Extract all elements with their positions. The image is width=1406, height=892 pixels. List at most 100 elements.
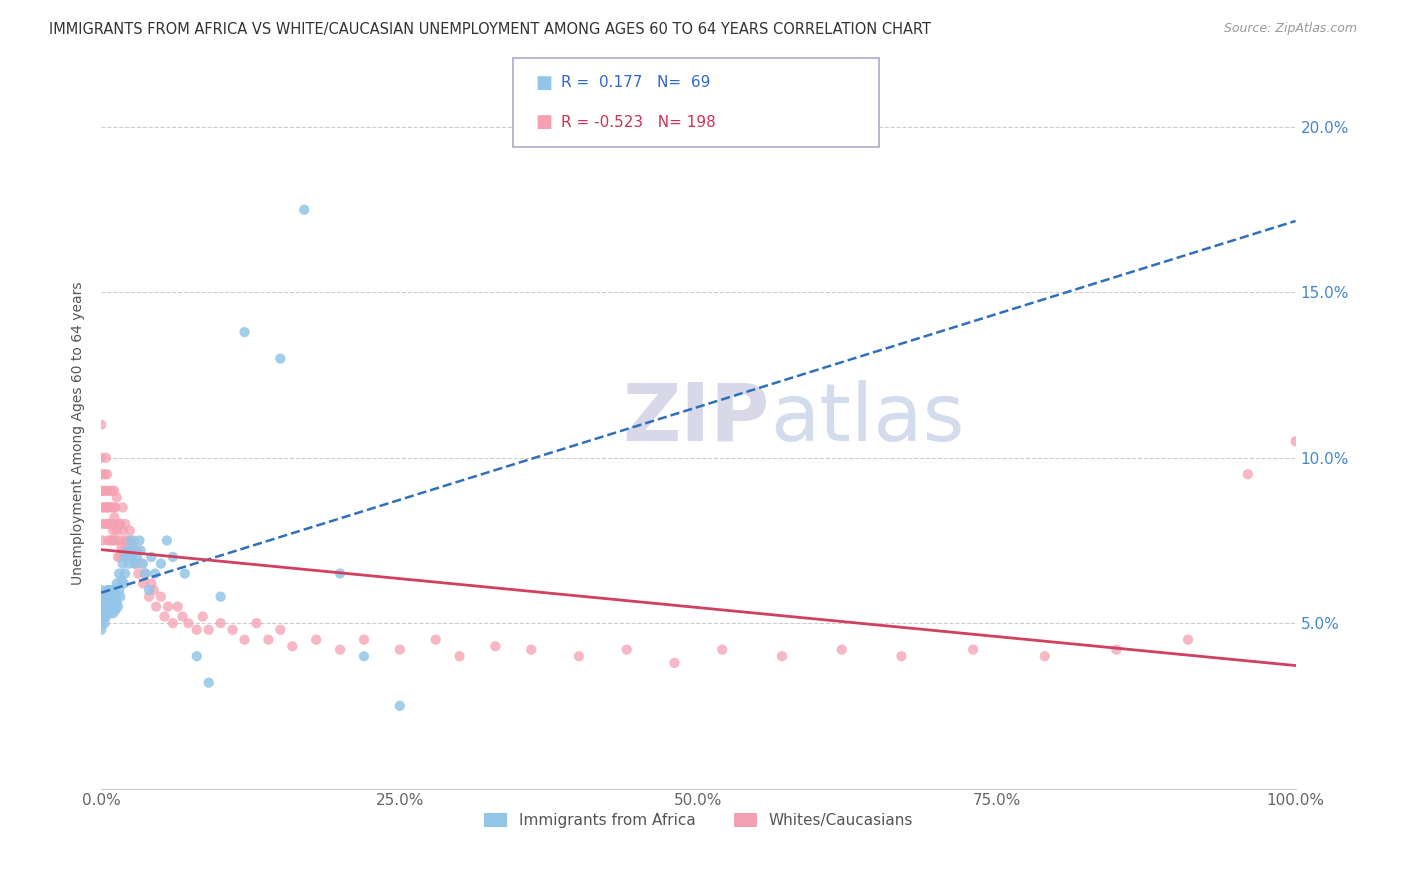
Point [91,596,114,610]
Point [129,543,152,558]
Point [141,576,163,591]
Point [449,649,471,664]
Point [157,599,180,614]
Point [121,543,143,558]
Point [108,566,131,581]
Point [388,642,411,657]
Point [90,609,112,624]
Text: R =  0.177   N=  69: R = 0.177 N= 69 [561,76,710,90]
Point [111,557,134,571]
Point [103,483,125,498]
Point [120,549,142,564]
Point [186,623,208,637]
Point [143,566,166,581]
Text: atlas: atlas [770,380,965,458]
Point [114,566,136,581]
Point [149,590,172,604]
Point [117,543,139,558]
Point [91,500,114,515]
Point [172,609,194,624]
Point [128,533,150,548]
Point [1033,649,1056,664]
Point [197,675,219,690]
Point [101,483,124,498]
Point [1236,467,1258,482]
Point [111,524,134,538]
Point [329,566,352,581]
Point [124,557,146,571]
Point [103,510,125,524]
Y-axis label: Unemployment Among Ages 60 to 64 years: Unemployment Among Ages 60 to 64 years [72,281,86,585]
Point [101,516,124,531]
Point [292,202,315,217]
Legend: Immigrants from Africa, Whites/Caucasians: Immigrants from Africa, Whites/Caucasian… [478,807,920,834]
Point [114,516,136,531]
Point [132,576,155,591]
Point [329,642,352,657]
Point [104,603,127,617]
Point [388,698,411,713]
Point [156,533,179,548]
Point [770,649,793,664]
Point [568,649,591,664]
Point [110,573,132,587]
Point [166,599,188,614]
Point [138,583,160,598]
Point [103,583,125,598]
Point [122,533,145,548]
Point [616,642,638,657]
Point [162,616,184,631]
Point [98,483,121,498]
Point [125,549,148,564]
Text: ■: ■ [536,113,553,131]
Point [425,632,447,647]
Point [197,623,219,637]
Point [122,540,145,554]
Point [520,642,543,657]
Point [233,325,256,339]
Point [269,351,291,366]
Point [96,516,118,531]
Point [98,516,121,531]
Point [100,590,122,604]
Point [90,450,112,465]
Point [138,590,160,604]
Point [93,500,115,515]
Point [101,606,124,620]
Point [132,557,155,571]
Point [90,417,112,432]
Point [98,599,121,614]
Point [353,649,375,664]
Point [100,603,122,617]
Point [103,599,125,614]
Point [107,549,129,564]
Point [96,599,118,614]
Text: Source: ZipAtlas.com: Source: ZipAtlas.com [1223,22,1357,36]
Point [110,590,132,604]
Point [96,590,118,604]
Point [173,566,195,581]
Text: R = -0.523   N= 198: R = -0.523 N= 198 [561,115,716,129]
Point [711,642,734,657]
Point [97,500,120,515]
Point [153,609,176,624]
Point [281,640,304,654]
Point [118,557,141,571]
Point [90,593,112,607]
Point [120,533,142,548]
Point [91,533,114,548]
Point [191,609,214,624]
Point [94,599,117,614]
Point [121,549,143,564]
Point [890,649,912,664]
Point [97,606,120,620]
Point [110,549,132,564]
Point [111,500,134,515]
Point [94,609,117,624]
Point [186,649,208,664]
Point [145,599,167,614]
Point [104,590,127,604]
Point [245,616,267,631]
Point [129,557,152,571]
Point [112,543,135,558]
